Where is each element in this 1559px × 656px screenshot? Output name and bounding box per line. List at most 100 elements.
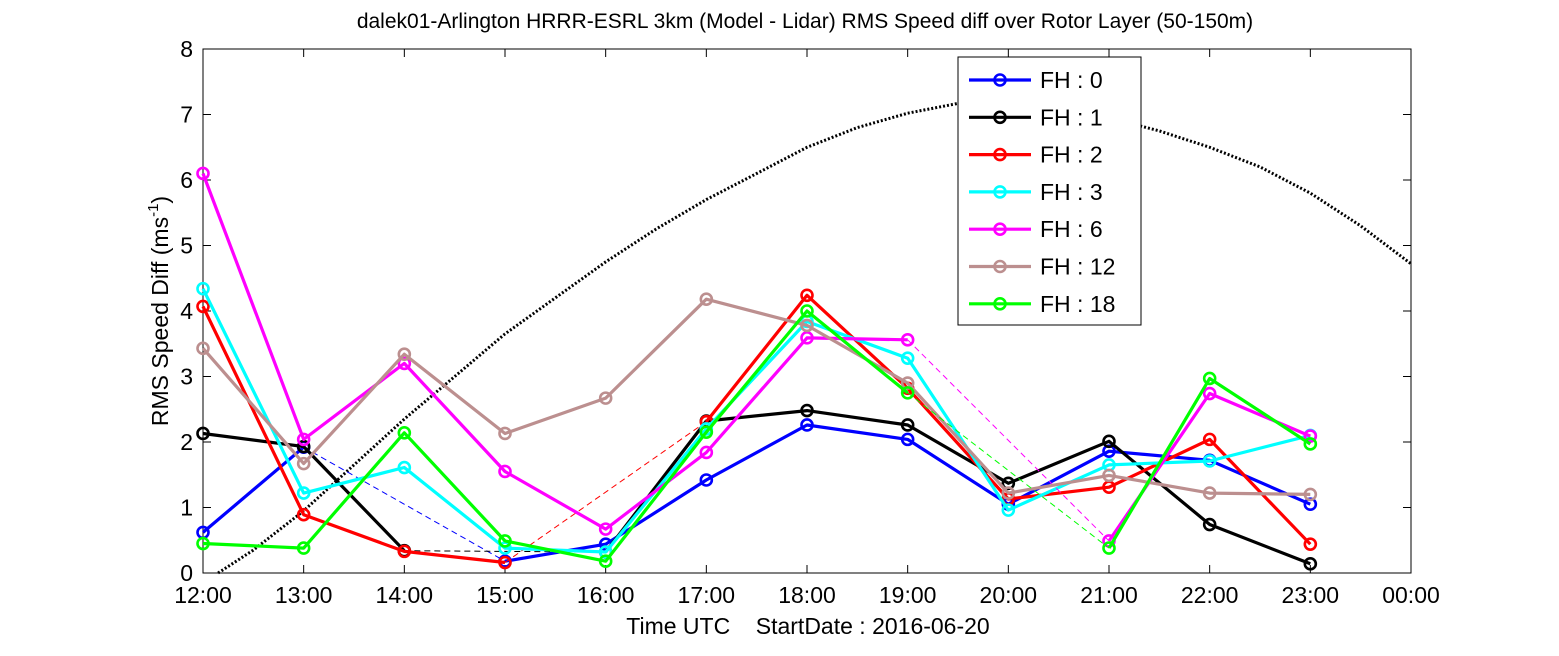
data-point (1303, 437, 1318, 451)
x-tick-label: 19:00 (879, 582, 937, 608)
legend-label: FH : 12 (1040, 254, 1115, 280)
plot-area: 0 1 2 3 4 5 6 7 8 12:00 13:00 14:00 15:00 16:00 17:00 1… (174, 36, 1440, 608)
data-point (498, 541, 512, 555)
data-point (296, 456, 311, 471)
data-point (498, 534, 512, 548)
series-line (202, 309, 909, 563)
data-point (1303, 487, 1318, 502)
data-point (800, 403, 814, 418)
data-point (1001, 503, 1016, 517)
x-tick-label: 14:00 (376, 582, 434, 608)
y-tick-label: 7 (180, 102, 193, 128)
x-tick-label: 16:00 (577, 582, 635, 608)
series-1 (196, 403, 1318, 571)
series-6 (196, 304, 1318, 569)
data-point (1202, 371, 1217, 386)
chart-title: dalek01-Arlington HRRR-ESRL 3km (Model -… (357, 10, 1253, 33)
data-point (397, 544, 412, 559)
y-axis-label-main: RMS Speed Diff (ms (147, 217, 173, 426)
series-line (201, 172, 908, 531)
data-point (1001, 486, 1016, 500)
series-gap-connector (504, 421, 707, 563)
x-tick-label: 21:00 (1080, 582, 1138, 608)
data-point (800, 288, 814, 303)
y-tick-label: 8 (180, 36, 193, 62)
legend-label: FH : 6 (1040, 216, 1103, 242)
y-axis-label-close: ) (147, 196, 173, 204)
data-point (1202, 432, 1217, 447)
data-point (900, 418, 915, 432)
data-point (397, 426, 412, 440)
series-line (201, 305, 506, 565)
data-point (196, 536, 210, 551)
data-point (900, 386, 915, 400)
data-point (699, 292, 714, 307)
data-point (296, 486, 311, 500)
data-point (1102, 541, 1116, 555)
series-line (202, 431, 406, 552)
y-tick-label: 5 (180, 233, 193, 259)
series-gap-connector (303, 446, 506, 562)
series-gap-connector (907, 339, 1110, 542)
data-point (1202, 386, 1217, 401)
data-point (196, 166, 210, 181)
y-axis-label-superscript: -1 (145, 204, 162, 217)
legend-marker (993, 296, 1007, 311)
legend: FH : 0 FH : 1 FH : 2 FH : 3 FH : 6 FH : 12 FH … (957, 56, 1142, 326)
data-point (699, 445, 714, 460)
data-point (699, 473, 714, 487)
legend-marker (993, 147, 1007, 162)
legend-marker (993, 73, 1007, 87)
x-tick-label: 00:00 (1382, 582, 1440, 608)
data-point (1202, 486, 1217, 500)
data-point (196, 426, 210, 441)
data-point (699, 425, 714, 439)
data-point (196, 281, 210, 296)
series-line (604, 409, 1311, 566)
x-tick-label: 17:00 (678, 582, 736, 608)
data-point (296, 507, 311, 522)
x-tick-label: 12:00 (174, 582, 232, 608)
series-gap-connector (404, 550, 606, 553)
series-3 (196, 281, 1318, 559)
data-point (498, 426, 512, 441)
legend-label: FH : 1 (1040, 104, 1103, 130)
data-point (397, 347, 412, 362)
data-point (196, 341, 210, 356)
y-tick-label: 2 (180, 429, 193, 455)
y-axis-label: RMS Speed Diff (ms-1) (145, 196, 173, 426)
data-point (800, 331, 814, 345)
legend-marker (993, 222, 1007, 236)
x-tick-label: 15:00 (476, 582, 534, 608)
legend-label: FH : 18 (1040, 291, 1115, 317)
series-gap-connector (907, 392, 1110, 549)
data-point (397, 460, 412, 475)
data-point (296, 541, 311, 555)
x-tick-label: 22:00 (1181, 582, 1239, 608)
y-tick-label: 4 (180, 298, 193, 324)
series-line (201, 297, 1311, 496)
data-point (196, 299, 210, 314)
series-line (1107, 376, 1312, 549)
data-point (1102, 468, 1116, 483)
data-point (1303, 429, 1318, 443)
data-point (498, 464, 512, 479)
y-tick-label: 3 (180, 364, 193, 390)
series-2 (196, 288, 1318, 570)
y-tick-label: 6 (180, 167, 193, 193)
series-line (201, 287, 1311, 554)
y-tick-label: 0 (180, 560, 193, 586)
data-point (296, 432, 311, 447)
legend-marker (993, 185, 1007, 199)
x-tick-label: 13:00 (275, 582, 333, 608)
legend-label: FH : 3 (1040, 179, 1103, 205)
data-point (598, 391, 613, 405)
data-point (800, 418, 814, 432)
data-point (1202, 454, 1217, 468)
series-0 (196, 418, 1318, 569)
data-point (1303, 557, 1318, 571)
legend-label: FH : 0 (1040, 67, 1103, 93)
data-point (1303, 537, 1318, 551)
data-point (296, 439, 311, 454)
